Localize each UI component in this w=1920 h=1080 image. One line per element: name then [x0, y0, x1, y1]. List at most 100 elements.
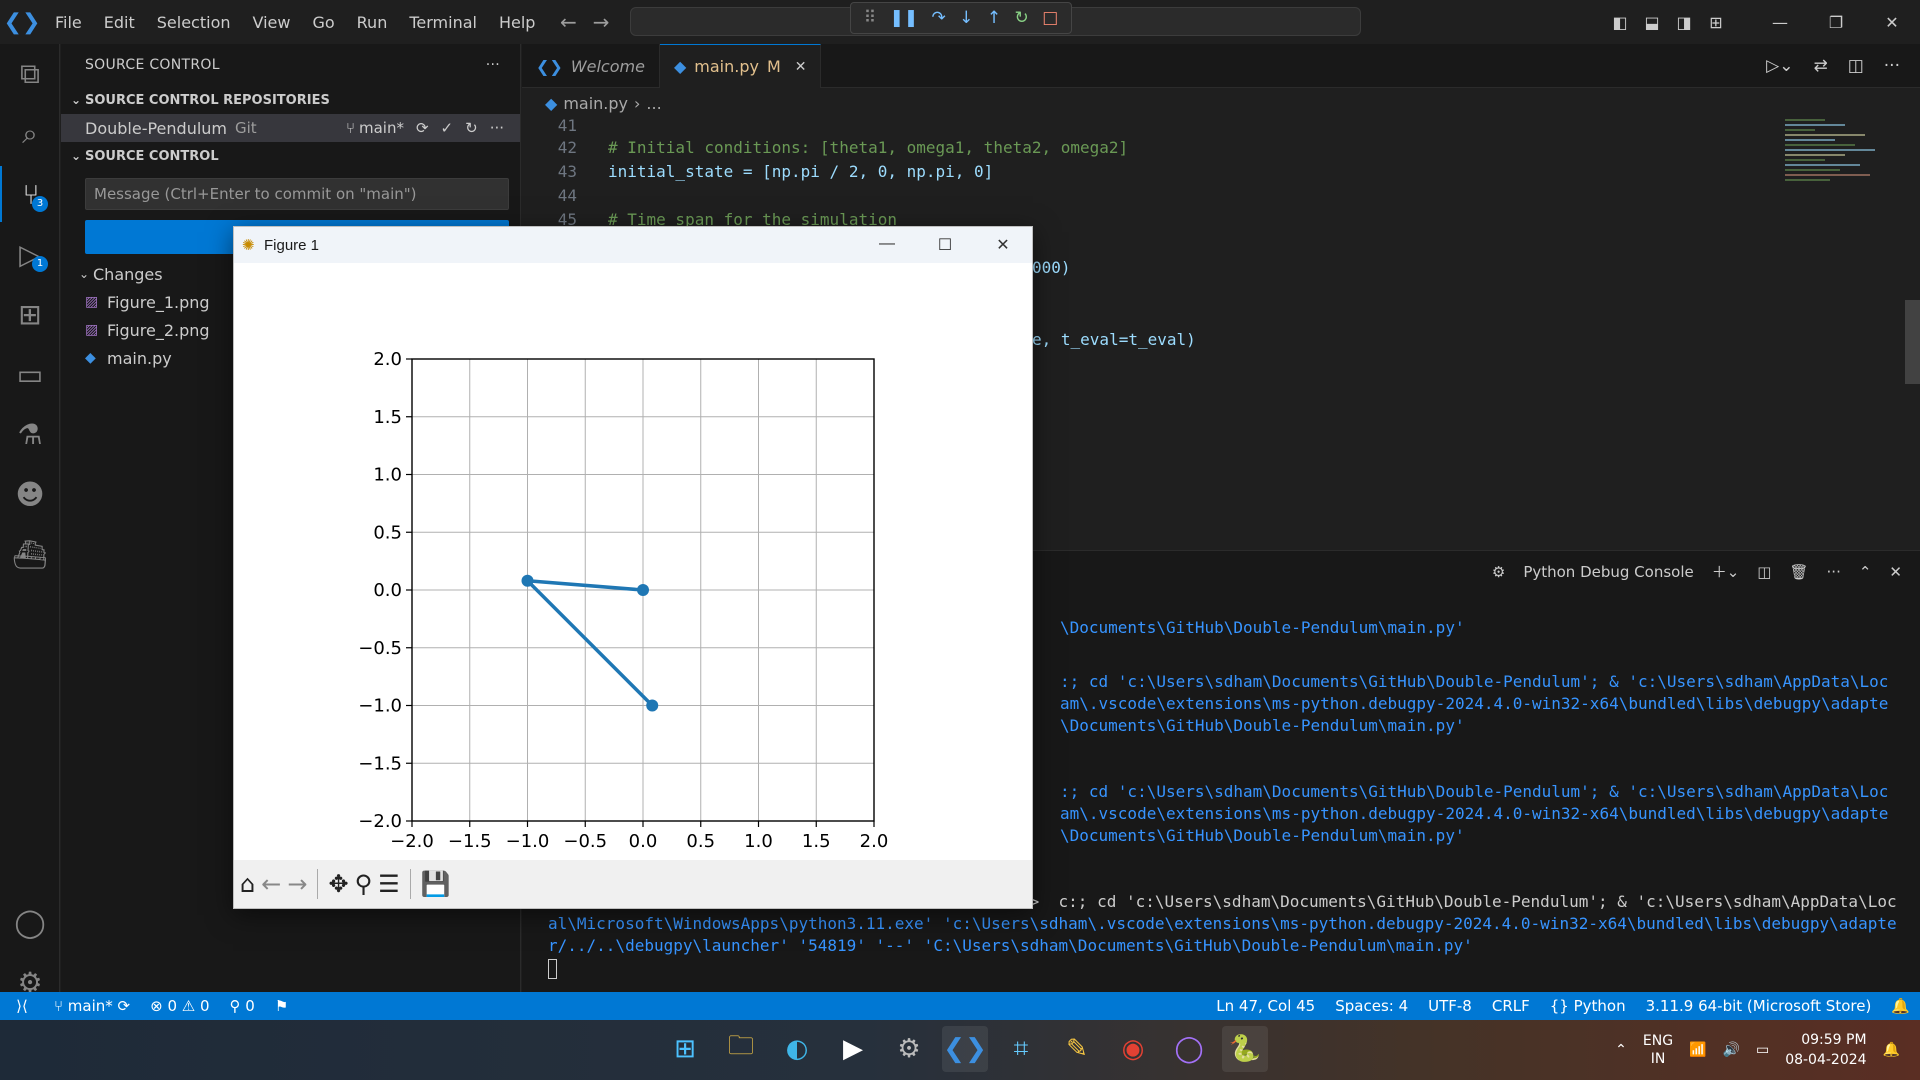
menu-file[interactable]: File — [55, 12, 82, 32]
commit-message-input[interactable]: Message (Ctrl+Enter to commit on "main") — [85, 178, 509, 210]
menu-view[interactable]: View — [252, 12, 291, 32]
settings-app-icon[interactable]: ⚙ — [897, 1034, 921, 1064]
debug-launch-icon[interactable]: ⚑ — [274, 997, 289, 1015]
restore-button[interactable]: ❐ — [1828, 12, 1844, 32]
back-arrow-icon[interactable]: ← — [560, 10, 577, 34]
step-over-icon[interactable]: ↷ — [931, 8, 946, 28]
status-ports[interactable]: ⚲ 0 — [229, 997, 255, 1015]
status-branch[interactable]: ⑂ main* ⟳ — [54, 997, 131, 1015]
chevron-up-icon[interactable]: ⌃ — [1615, 1042, 1627, 1058]
windows-start-icon[interactable]: ⊞ — [674, 1034, 696, 1064]
encoding[interactable]: UTF-8 — [1428, 997, 1472, 1015]
pan-icon[interactable]: ✥ — [328, 870, 349, 898]
snipping-tool-icon[interactable]: ⌗ — [1013, 1033, 1029, 1064]
python-interpreter[interactable]: 3.11.9 64-bit (Microsoft Store) — [1645, 997, 1872, 1015]
toggle-panel-icon[interactable]: ⬓ — [1644, 12, 1660, 32]
changed-file[interactable]: ◆ main.py — [61, 344, 520, 372]
save-figure-icon[interactable]: 💾 — [420, 870, 451, 898]
search-icon[interactable]: ⌕ — [22, 117, 38, 150]
more-actions-icon[interactable]: ··· — [485, 57, 500, 73]
volume-icon[interactable]: 🔊 — [1722, 1042, 1740, 1058]
changed-file[interactable]: ▨ Figure_2.png — [61, 316, 520, 344]
vscode-taskbar-icon[interactable]: ❮❯ — [942, 1026, 988, 1072]
close-icon[interactable]: ✕ — [794, 58, 807, 75]
forward-arrow-icon[interactable]: → — [592, 10, 610, 34]
docker-icon[interactable]: ⛴ — [12, 537, 48, 571]
python-taskbar-icon[interactable]: 🐍 — [1222, 1026, 1268, 1072]
split-editor-icon[interactable]: ◫ — [1847, 55, 1864, 76]
menu-terminal[interactable]: Terminal — [409, 12, 477, 32]
accounts-icon[interactable]: ◯ — [14, 905, 46, 939]
status-problems[interactable]: ⊗ 0 ⚠ 0 — [150, 997, 210, 1015]
testing-icon[interactable]: ⚗ — [17, 417, 43, 451]
repo-row[interactable]: Double-Pendulum Git ⑂ main* ⟳ ✓ ↻ ··· — [61, 114, 520, 142]
menu-go[interactable]: Go — [312, 12, 335, 32]
repos-section-header[interactable]: ⌄ SOURCE CONTROL REPOSITORIES — [61, 86, 520, 114]
close-window-button[interactable]: ✕ — [1885, 12, 1899, 32]
back-icon[interactable]: ← — [261, 870, 282, 898]
branch-icon[interactable]: ⑂ — [345, 119, 355, 137]
tab-main-py[interactable]: ◆ main.py M ✕ — [659, 44, 822, 88]
figure-minimize-button[interactable]: — — [879, 235, 895, 252]
notifications-bell-icon[interactable]: 🔔 — [1891, 997, 1910, 1015]
forward-icon[interactable]: → — [287, 870, 308, 898]
maximize-panel-icon[interactable]: ⌃ — [1858, 562, 1872, 581]
notification-icon[interactable]: 🔔 — [1882, 1042, 1900, 1058]
restart-icon[interactable]: ↻ — [1014, 8, 1029, 28]
close-panel-icon[interactable]: ✕ — [1889, 562, 1902, 581]
toggle-sidebar-icon[interactable]: ◧ — [1612, 12, 1628, 32]
open-changes-icon[interactable]: ⇄ — [1813, 55, 1828, 76]
tab-welcome[interactable]: ❮❯ Welcome — [522, 44, 660, 88]
remote-indicator-icon[interactable]: ⟩⟨ — [16, 997, 28, 1015]
toggle-secondary-sidebar-icon[interactable]: ◨ — [1676, 12, 1692, 32]
extensions-icon[interactable]: ⊞ — [18, 297, 42, 331]
panel-more-icon[interactable]: ··· — [1826, 562, 1841, 581]
plot-canvas[interactable]: −2.0 −1.5 −1.0 −0.5 0.0 0.5 1.0 1.5 2.0 2.0 1.5 1.0… — [234, 263, 1032, 861]
terminal-title[interactable]: Python Debug Console — [1523, 562, 1694, 581]
chrome-icon[interactable]: ◉ — [1121, 1034, 1145, 1064]
editor-scrollbar[interactable] — [1905, 300, 1920, 384]
changed-file[interactable]: ▨ Figure_1.png — [61, 288, 520, 316]
wifi-icon[interactable]: 📶 — [1689, 1042, 1707, 1058]
configure-subplots-icon[interactable]: ☰ — [378, 870, 400, 898]
menu-edit[interactable]: Edit — [103, 12, 135, 32]
run-file-icon[interactable]: ▷⌄ — [1766, 55, 1794, 76]
breadcrumb-file[interactable]: main.py — [563, 93, 628, 113]
cursor-position[interactable]: Ln 47, Col 45 — [1216, 997, 1316, 1015]
explorer-icon[interactable]: ⧉ — [20, 57, 40, 90]
figure-maximize-button[interactable]: ☐ — [937, 237, 953, 254]
drag-handle-icon[interactable]: ⠿ — [863, 8, 877, 28]
pen-app-icon[interactable]: ✎ — [1066, 1034, 1088, 1064]
sync-icon[interactable]: ⟳ — [415, 119, 429, 137]
clock[interactable]: 09:59 PM 08-04-2024 — [1785, 1030, 1866, 1070]
step-out-icon[interactable]: ↑ — [986, 8, 1002, 28]
minimize-button[interactable]: — — [1772, 12, 1788, 32]
language-indicator[interactable]: ENG IN — [1643, 1032, 1673, 1068]
trash-icon[interactable]: 🗑 — [1789, 562, 1809, 581]
repo-more-icon[interactable]: ··· — [489, 119, 504, 137]
copilot-icon[interactable]: ☻ — [15, 477, 45, 511]
breadcrumb-symbol[interactable]: ... — [646, 93, 662, 113]
split-terminal-icon[interactable]: ◫ — [1757, 562, 1772, 581]
language-mode[interactable]: {} Python — [1549, 997, 1626, 1015]
menu-run[interactable]: Run — [356, 12, 388, 32]
pause-icon[interactable]: ❚❚ — [889, 8, 919, 28]
run-debug-icon[interactable]: ▷ 1 — [0, 226, 60, 282]
indentation[interactable]: Spaces: 4 — [1335, 997, 1409, 1015]
github-desktop-icon[interactable]: ◯ — [1174, 1034, 1204, 1064]
home-icon[interactable]: ⌂ — [240, 870, 256, 898]
commit-check-icon[interactable]: ✓ — [440, 119, 454, 137]
menu-selection[interactable]: Selection — [156, 12, 231, 32]
zoom-icon[interactable]: ⚲ — [354, 870, 373, 898]
repo-branch[interactable]: main* — [358, 119, 404, 137]
remote-explorer-icon[interactable]: ▭ — [16, 357, 44, 391]
sc-section-header[interactable]: ⌄ SOURCE CONTROL — [61, 142, 520, 170]
figure-close-button[interactable]: ✕ — [996, 237, 1010, 254]
step-into-icon[interactable]: ↓ — [959, 8, 974, 28]
source-control-icon[interactable]: ⑂ 3 — [0, 166, 60, 222]
edge-browser-icon[interactable]: ◐ — [785, 1034, 809, 1064]
refresh-icon[interactable]: ↻ — [465, 119, 478, 137]
changes-group[interactable]: ⌄ Changes — [61, 260, 520, 288]
customize-layout-icon[interactable]: ⊞ — [1709, 12, 1723, 32]
battery-icon[interactable]: ▭ — [1755, 1042, 1770, 1058]
